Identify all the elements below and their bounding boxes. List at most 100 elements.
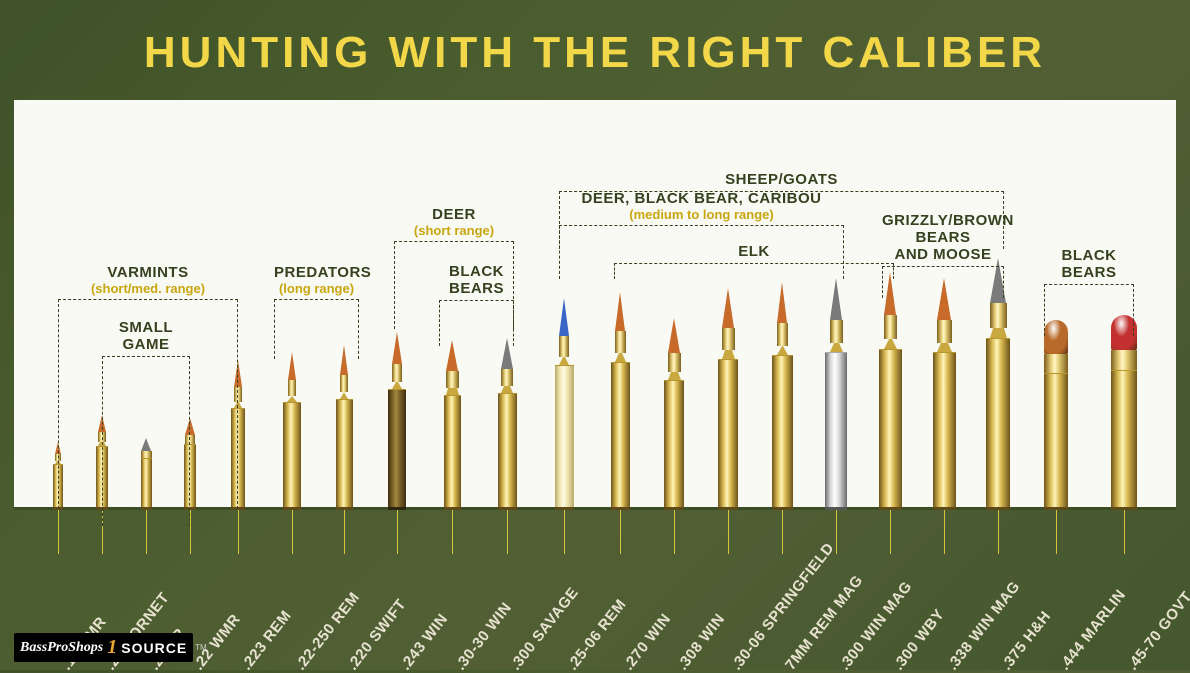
bracket-left <box>1044 284 1045 336</box>
bracket-left <box>58 299 59 509</box>
bullet <box>933 278 956 510</box>
tick <box>1124 510 1125 554</box>
bullet-case <box>388 389 406 510</box>
bullet-neck <box>668 353 681 372</box>
bullet-shoulder <box>501 386 513 393</box>
bullet-shoulder <box>668 372 681 380</box>
bullet-shoulder <box>392 382 402 389</box>
bullet-case <box>141 458 152 510</box>
category-sub: (medium to long range) <box>559 207 844 222</box>
bracket-right <box>358 299 359 359</box>
bullet-case <box>498 393 517 510</box>
bullet-case <box>825 352 847 510</box>
bracket-right <box>513 300 514 346</box>
bullet-neck <box>234 387 242 402</box>
bullet-case <box>1111 370 1137 510</box>
cartridge-label: .243 WIN <box>397 611 451 673</box>
category-smallgame: SMALL GAME <box>102 319 190 366</box>
bullet <box>718 288 738 510</box>
cartridge-label: .270 WIN <box>620 611 674 673</box>
bullet-tip <box>392 332 402 364</box>
tick <box>782 510 783 554</box>
bullet <box>825 278 847 510</box>
bullet <box>388 332 406 510</box>
bracket-left <box>559 225 560 279</box>
category-sub: (short/med. range) <box>58 281 238 296</box>
tick <box>728 510 729 554</box>
bullet-case <box>772 355 793 510</box>
category-blackbears2: BLACK BEARS <box>1044 247 1134 294</box>
cartridge-label: .30-30 WIN <box>452 599 515 673</box>
bullet-tip <box>937 278 951 320</box>
bullet-neck <box>722 328 735 350</box>
bullet <box>444 340 461 510</box>
bracket-left <box>882 266 883 298</box>
bullet <box>986 258 1010 510</box>
bullet-tip <box>830 278 842 320</box>
bullet-tip <box>446 340 458 371</box>
cartridge-label: .30-06 SPRINGFIELD <box>728 540 838 673</box>
bullet-neck <box>340 375 348 392</box>
category-name: BLACK BEARS <box>439 263 514 297</box>
tick <box>507 510 508 554</box>
bracket-left <box>102 356 103 526</box>
bullet-case <box>336 399 353 510</box>
bullet-case <box>184 444 196 510</box>
tick <box>397 510 398 554</box>
tick <box>836 510 837 554</box>
bullet-neck <box>392 364 402 382</box>
bullet-shoulder <box>615 353 626 362</box>
category-name: AND MOOSE <box>882 246 1004 263</box>
bullet-tip <box>234 360 242 387</box>
cartridge-243win: .243 WIN <box>371 332 423 510</box>
cartridge-300winmag: .300 WIN MAG <box>810 278 862 510</box>
bullet-neck <box>615 331 626 353</box>
bracket-left <box>439 300 440 346</box>
category-elk: ELK <box>614 243 894 273</box>
bullet-neck <box>884 315 897 339</box>
footer-logo: BassProShops 1 SOURCE TM <box>14 633 207 662</box>
bullet-neck <box>288 380 296 396</box>
tick <box>292 510 293 554</box>
bullet-case <box>879 349 902 510</box>
category-name: DEER <box>394 206 514 223</box>
bracket-right <box>189 356 190 526</box>
tick <box>238 510 239 554</box>
bracket <box>394 241 514 251</box>
bullet <box>611 292 630 510</box>
tick <box>1056 510 1057 554</box>
bullet-case <box>1044 373 1068 510</box>
tick <box>890 510 891 554</box>
category-sub: (short range) <box>394 223 514 238</box>
bullet-case <box>933 352 956 510</box>
bullet-tip <box>884 272 896 315</box>
bullet-neck <box>1044 354 1068 373</box>
bullet-shoulder <box>884 339 897 349</box>
category-name: GRIZZLY/BROWN BEARS <box>882 212 1004 246</box>
bullet-tip <box>1044 320 1068 354</box>
tick <box>564 510 565 554</box>
cartridge-label: .300 WBY <box>890 606 948 673</box>
cartridge-220swift: .220 SWIFT <box>318 345 370 510</box>
cartridge-45-70govt: .45-70 GOVT <box>1098 315 1150 510</box>
bullet-neck <box>185 435 195 444</box>
cartridge-338winmag: .338 WIN MAG <box>918 278 970 510</box>
cartridge-label: .444 MARLIN <box>1056 586 1129 673</box>
bullet-case <box>664 380 684 510</box>
logo-brand: BassProShops <box>20 640 103 656</box>
bracket <box>614 263 894 273</box>
bullet-neck <box>990 303 1007 328</box>
bracket-right <box>1003 266 1004 298</box>
category-name: SMALL GAME <box>102 319 190 353</box>
category-deer-short: DEER(short range) <box>394 206 514 251</box>
bullet-case <box>986 338 1010 510</box>
category-deer-long: DEER, BLACK BEAR, CARIBOU(medium to long… <box>559 190 844 235</box>
bracket <box>439 300 514 310</box>
bullet-tip <box>722 288 734 328</box>
cartridge-375hh: .375 H&H <box>972 258 1024 510</box>
cartridge-300wby: .300 WBY <box>864 272 916 510</box>
bullet-shoulder <box>990 328 1007 338</box>
bullet-tip <box>141 438 151 451</box>
bullet-tip <box>185 418 195 435</box>
bullet-shoulder <box>722 350 735 359</box>
